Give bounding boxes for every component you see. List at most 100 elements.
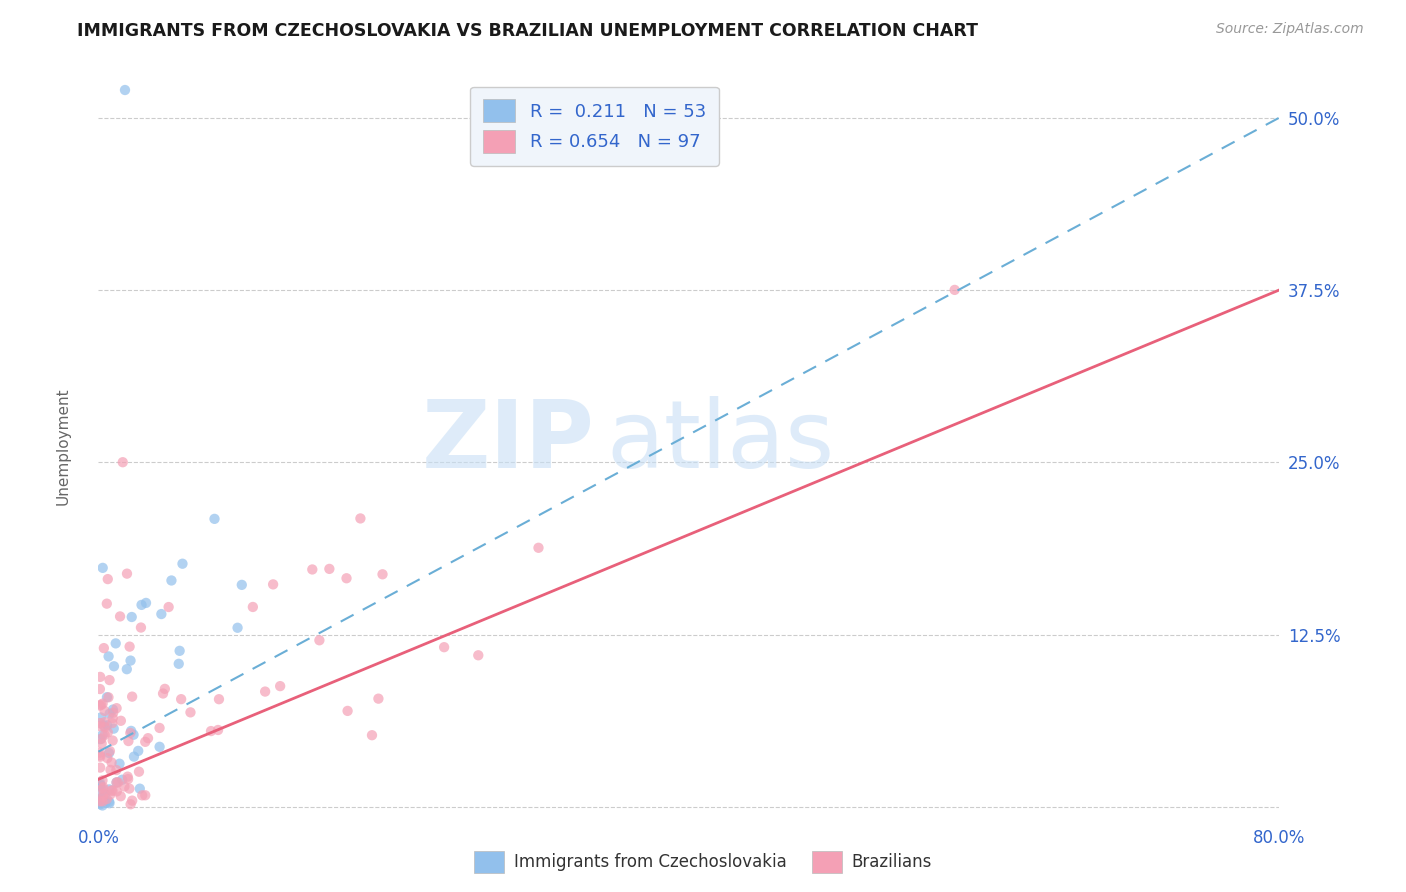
Point [101,711,124,725]
Point [172,557,194,571]
Point [96,597,118,611]
Point [96,690,118,705]
Point [110,789,132,804]
Point [169,644,191,658]
Point [467,648,489,663]
Point [114,83,136,97]
Point [226,621,249,635]
Point [108,609,131,624]
Point [90,793,112,807]
Point [100,763,122,777]
Point [98,673,121,687]
Point [89,778,111,792]
Point [103,659,125,673]
Point [114,780,136,794]
Point [153,681,176,696]
Point [101,733,124,747]
Point [104,636,127,650]
Point [371,567,394,582]
Point [120,723,142,738]
Point [122,749,145,764]
Point [335,571,357,585]
Point [111,455,134,469]
Point [89,719,111,733]
Point [89,748,111,763]
Point [101,784,124,798]
Text: Source: ZipAtlas.com: Source: ZipAtlas.com [1216,22,1364,37]
Point [93,704,115,718]
Point [179,706,201,720]
Point [262,577,284,591]
Point [105,701,128,715]
Point [98,782,121,797]
Point [103,722,125,736]
Point [129,621,152,635]
Point [120,797,142,812]
Point [136,731,159,746]
Point [127,744,149,758]
Point [367,691,389,706]
Point [98,744,121,758]
Point [91,781,114,796]
Point [135,596,157,610]
Point [89,794,111,808]
Point [149,739,172,754]
Legend: Immigrants from Czechoslovakia, Brazilians: Immigrants from Czechoslovakia, Brazilia… [467,845,939,880]
Point [101,716,124,731]
Point [98,746,121,760]
Point [89,797,111,812]
Point [90,791,112,805]
Point [105,775,128,789]
Point [91,780,114,794]
Point [118,781,141,796]
Point [97,649,120,664]
Point [96,718,118,732]
Point [231,578,253,592]
Point [90,780,112,794]
Point [208,692,231,706]
Point [90,796,112,810]
Point [89,698,111,713]
Text: ZIP: ZIP [422,395,595,488]
Point [254,684,277,698]
Point [89,749,111,764]
Point [943,283,966,297]
Point [170,692,193,706]
Point [89,778,111,792]
Point [117,770,139,784]
Point [110,714,132,728]
Point [96,792,118,806]
Point [89,746,111,760]
Point [160,574,183,588]
Point [349,511,371,525]
Point [105,784,128,798]
Point [148,721,170,735]
Point [97,572,120,586]
Point [89,716,111,731]
Point [91,697,114,711]
Point [89,788,111,802]
Point [94,788,117,802]
Point [361,728,384,742]
Point [121,690,143,704]
Point [118,640,141,654]
Legend: R =  0.211   N = 53, R = 0.654   N = 97: R = 0.211 N = 53, R = 0.654 N = 97 [470,87,718,166]
Point [93,715,115,730]
Text: atlas: atlas [606,395,835,488]
Point [204,512,226,526]
Point [131,789,153,803]
Point [93,787,115,801]
Point [91,561,114,575]
Point [89,778,111,792]
Point [94,796,117,810]
Point [98,795,121,809]
Point [301,562,323,576]
Point [122,728,145,742]
Point [167,657,190,671]
Point [90,737,112,751]
Point [91,790,114,805]
Point [98,796,121,810]
Point [91,794,114,808]
Point [128,764,150,779]
Point [103,706,125,720]
